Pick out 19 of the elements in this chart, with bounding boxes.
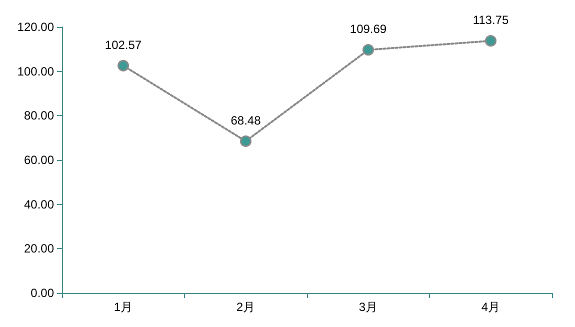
data-label: 102.57 [104,38,142,52]
x-tick-label: 2月 [236,300,256,314]
y-tick-label: 40.00 [24,197,54,212]
y-tick-label: 20.00 [24,242,54,256]
x-tick-label: 4月 [481,300,500,314]
y-tick-label: 60.00 [24,153,54,167]
x-tick-label: 1月 [114,300,133,314]
y-tick-label: 120.00 [17,20,54,34]
y-tick-label: 100.00 [17,64,54,78]
data-label: 68.48 [230,113,262,128]
point [485,35,496,47]
x-tick-label: 3月 [358,300,378,314]
point [240,135,252,147]
data-label: 113.75 [472,13,509,28]
point [118,60,129,72]
data-label: 109.69 [350,22,387,36]
y-tick-label: 80.00 [24,108,54,123]
y-tick-label: 0.00 [30,286,54,300]
point [362,44,374,56]
